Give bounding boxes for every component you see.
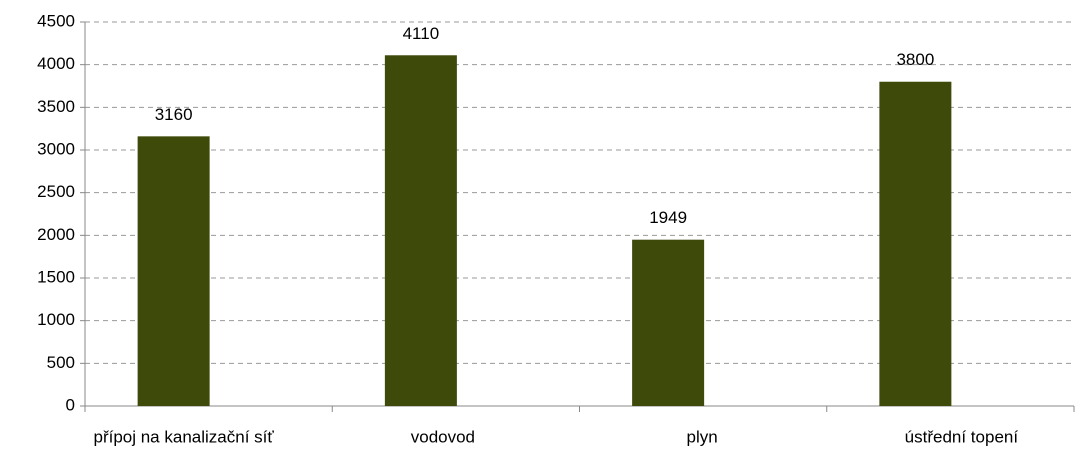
x-tick-label: vodovod <box>411 427 475 446</box>
bar <box>632 239 705 406</box>
bar <box>879 81 952 406</box>
y-tick-label: 3000 <box>37 139 75 158</box>
bar <box>384 55 457 406</box>
x-tick-label: ústřední topení <box>905 427 1019 446</box>
x-tick-label: přípoj na kanalizační síť <box>93 427 274 446</box>
y-tick-label: 3500 <box>37 97 75 116</box>
y-tick-label: 500 <box>47 353 75 372</box>
data-label: 1949 <box>649 208 687 227</box>
data-label: 3800 <box>896 50 934 69</box>
y-tick-label: 1500 <box>37 267 75 286</box>
x-tick-label: plyn <box>687 427 718 446</box>
data-label: 3160 <box>155 105 193 124</box>
y-tick-label: 0 <box>66 395 75 414</box>
y-tick-label: 2500 <box>37 182 75 201</box>
y-tick-label: 1000 <box>37 310 75 329</box>
y-tick-label: 2000 <box>37 225 75 244</box>
y-tick-label: 4500 <box>37 11 75 30</box>
bar <box>137 136 210 406</box>
y-tick-label: 4000 <box>37 54 75 73</box>
data-label: 4110 <box>403 24 440 43</box>
